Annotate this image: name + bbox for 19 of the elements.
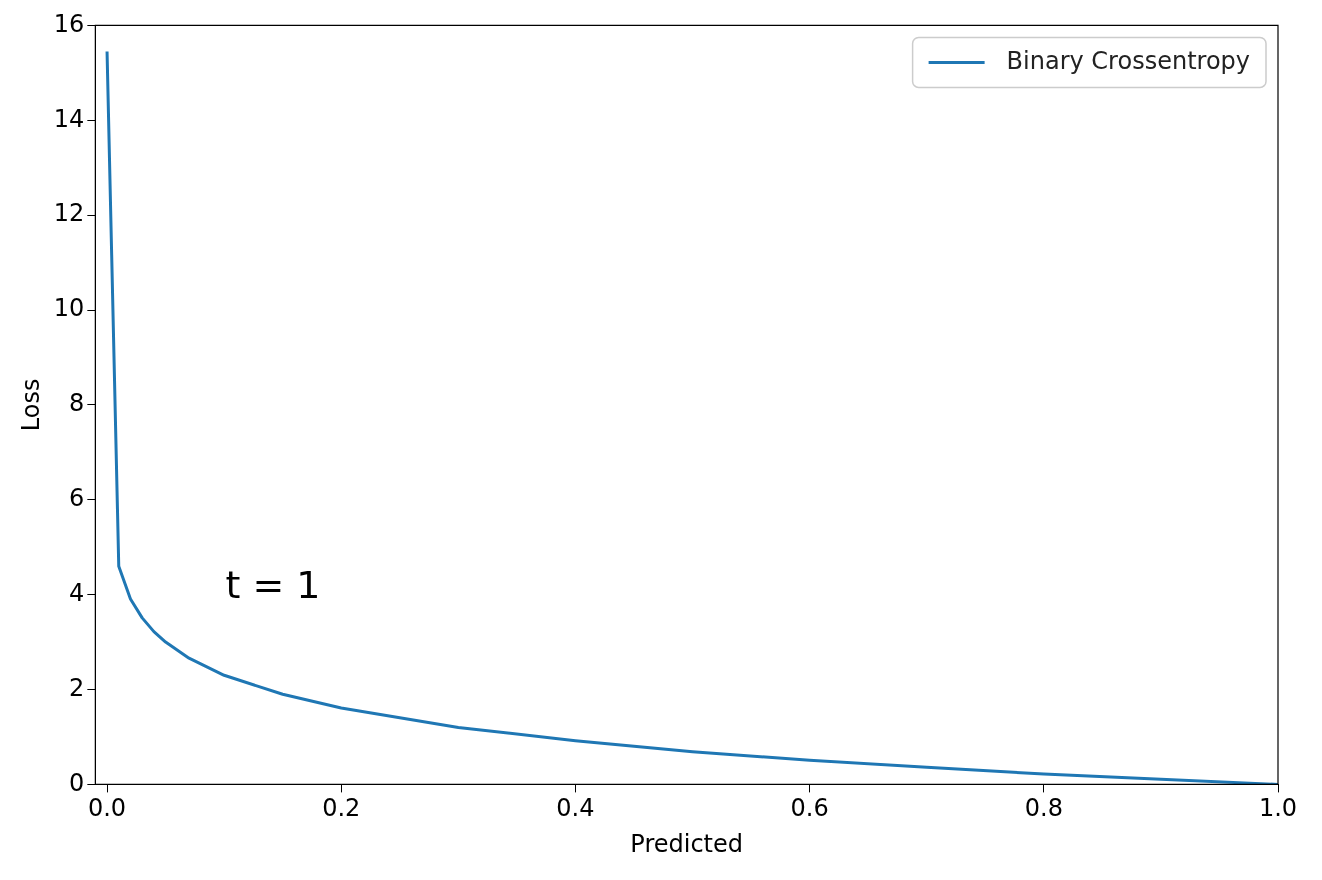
y-tick-label: 2 — [69, 673, 85, 702]
y-tick-label: 8 — [69, 389, 85, 418]
y-tick-label: 16 — [53, 9, 85, 38]
x-tick-label: 1.0 — [1258, 794, 1298, 823]
y-tick-label: 12 — [53, 199, 85, 228]
y-tick-label: 0 — [69, 768, 85, 797]
y-tick-label: 10 — [53, 294, 85, 323]
x-tick-label: 0.8 — [1024, 794, 1063, 823]
x-tick-label: 0.2 — [322, 794, 361, 823]
y-tick-label: 4 — [69, 578, 85, 607]
x-tick-label: 0.0 — [87, 794, 127, 823]
legend-label: Binary Crossentropy — [1006, 46, 1250, 75]
y-tick-label: 6 — [69, 484, 85, 513]
annotation: t = 1 — [225, 563, 321, 608]
y-axis-title: Loss — [16, 378, 45, 432]
y-tick-label: 14 — [53, 104, 85, 133]
x-axis-title: Predicted — [630, 829, 744, 858]
x-tick-label: 0.4 — [556, 794, 595, 823]
x-tick-label: 0.6 — [790, 794, 829, 823]
